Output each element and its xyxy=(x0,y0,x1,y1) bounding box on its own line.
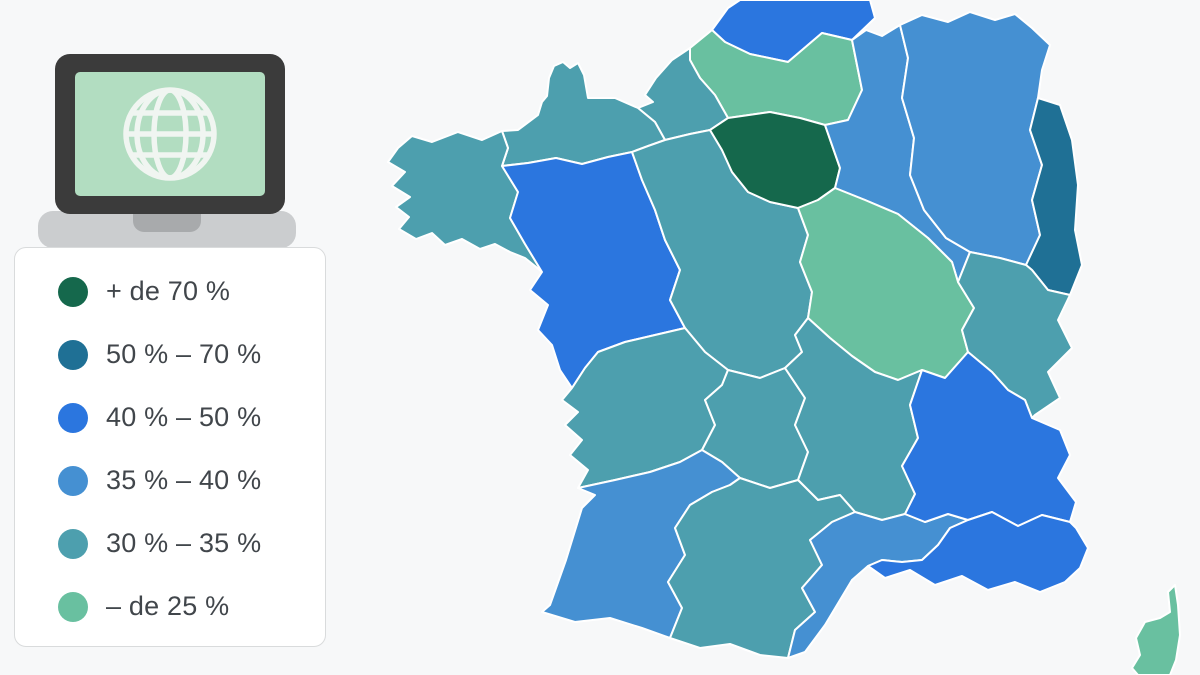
legend-dot-30-35 xyxy=(58,528,88,559)
legend-dot-70plus xyxy=(58,276,88,307)
legend-item: 50 % – 70 % xyxy=(58,339,325,370)
legend-item: 40 % – 50 % xyxy=(58,402,325,433)
legend-dot-35-40 xyxy=(58,465,88,496)
region-corse[interactable]: Corse : – de 25 % xyxy=(1131,584,1181,675)
laptop-globe-svg xyxy=(38,54,296,248)
legend-item: + de 70 % xyxy=(58,276,325,307)
legend-dot-40-50 xyxy=(58,402,88,433)
legend-label: 50 % – 70 % xyxy=(106,339,262,369)
legend-label: 35 % – 40 % xyxy=(106,465,262,495)
legend-label: 40 % – 50 % xyxy=(106,402,262,432)
legend-dot-50-70 xyxy=(58,339,88,370)
globe-icon xyxy=(123,87,217,181)
legend-label: + de 70 % xyxy=(106,276,231,306)
legend-label: – de 25 % xyxy=(106,591,230,621)
legend-item: 35 % – 40 % xyxy=(58,465,325,496)
france-choropleth-map: Nord-Pas-de-Calais : 40 % – 50 %Picardie… xyxy=(370,0,1200,675)
legend-label: 30 % – 35 % xyxy=(106,528,262,558)
laptop-base-notch xyxy=(133,211,201,232)
legend-item: – de 25 % xyxy=(58,591,325,622)
legend-panel: + de 70 % 50 % – 70 % 40 % – 50 % 35 % –… xyxy=(14,247,326,647)
france-map: Nord-Pas-de-Calais : 40 % – 50 %Picardie… xyxy=(387,0,1181,675)
legend-dot-25minus xyxy=(58,591,88,622)
legend-item: 30 % – 35 % xyxy=(58,528,325,559)
region-paca[interactable]: Provence-Alpes-Côte d'Azur : 40 % – 50 % xyxy=(867,511,1089,593)
laptop-globe-icon xyxy=(38,54,296,248)
region-franche_comte[interactable]: Franche-Comté : 30 % – 35 % xyxy=(957,251,1073,419)
region-alsace[interactable]: Alsace : 50 % – 70 % xyxy=(1025,97,1083,296)
